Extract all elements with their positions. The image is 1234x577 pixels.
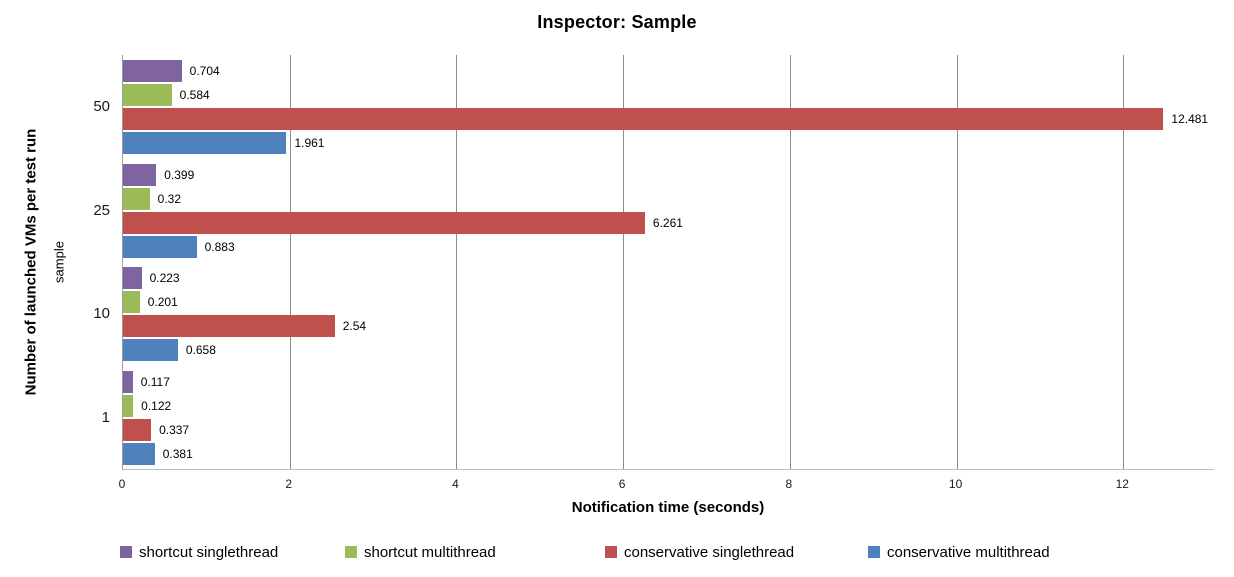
legend-label: conservative multithread [887, 543, 1050, 561]
x-tick-label: 12 [1115, 477, 1129, 491]
bar-shortcut-multithread [123, 83, 172, 106]
category-label: 1 [101, 409, 110, 427]
x-tick-label: 6 [618, 477, 626, 491]
value-label: 0.201 [147, 295, 178, 310]
value-label: 0.122 [141, 399, 172, 414]
bar-shortcut-singlethread [123, 163, 157, 186]
legend-item-conservative-singlethread: conservative singlethread [605, 541, 794, 563]
bar-shortcut-multithread [123, 395, 134, 418]
bar-conservative-singlethread [123, 419, 152, 442]
legend-swatch-icon [868, 546, 880, 558]
legend-label: conservative singlethread [624, 543, 795, 561]
bar-conservative-multithread [123, 443, 155, 466]
bar-conservative-multithread [123, 339, 178, 362]
value-label: 0.381 [162, 447, 193, 462]
x-tick-label: 4 [452, 477, 459, 491]
chart-title: Inspector: Sample [537, 12, 697, 32]
bar-shortcut-singlethread [123, 267, 142, 290]
bar-shortcut-multithread [123, 187, 150, 210]
bar-conservative-singlethread [123, 315, 335, 338]
legend-item-shortcut-multithread: shortcut multithread [345, 541, 496, 563]
legend-label: shortcut singlethread [139, 543, 279, 561]
y-axis-title: Number of launched VMs per test run [22, 128, 40, 396]
legend-swatch-icon [120, 546, 132, 558]
legend-item-shortcut-singlethread: shortcut singlethread [120, 541, 278, 563]
x-axis-title: Notification time (seconds) [571, 499, 765, 516]
legend-swatch-icon [345, 546, 357, 558]
value-label: 0.883 [204, 239, 235, 254]
plot-area: 0.704 0.584 12.481 1.961 0.399 0.32 6.261 0.883… [122, 55, 1214, 470]
value-label: 0.704 [189, 63, 220, 78]
bar-conservative-singlethread [123, 211, 645, 234]
value-label: 0.584 [179, 87, 210, 102]
gridline [956, 55, 958, 469]
x-tick-label: 0 [118, 477, 126, 491]
gridline [789, 55, 791, 469]
value-label: 12.481 [1171, 111, 1209, 126]
gridline [456, 55, 458, 469]
value-label: 0.337 [159, 423, 190, 438]
x-tick-label: 2 [285, 477, 293, 491]
x-tick-label: 8 [785, 477, 793, 491]
legend-label: shortcut multithread [364, 543, 496, 561]
bar-shortcut-singlethread [123, 371, 133, 394]
value-label: 0.223 [149, 271, 180, 286]
value-label: 2.54 [342, 319, 367, 334]
x-tick-label: 10 [948, 477, 963, 491]
legend-item-conservative-multithread: conservative multithread [868, 541, 1050, 563]
bar-shortcut-multithread [123, 291, 140, 314]
gridline [623, 55, 625, 469]
category-label: 50 [93, 97, 110, 115]
category-label: 10 [93, 305, 110, 323]
bar-conservative-multithread [123, 131, 287, 154]
y-axis-subtitle: sample [51, 241, 67, 283]
value-label: 0.32 [157, 191, 182, 206]
value-label: 1.961 [294, 135, 325, 150]
legend-swatch-icon [605, 546, 617, 558]
category-label: 25 [93, 201, 110, 219]
value-label: 0.117 [140, 375, 170, 390]
value-label: 0.399 [164, 167, 195, 182]
value-label: 6.261 [652, 215, 683, 230]
value-label: 0.658 [185, 343, 216, 358]
bar-shortcut-singlethread [123, 59, 182, 82]
bar-conservative-singlethread [123, 107, 1164, 130]
bar-conservative-multithread [123, 235, 197, 258]
gridline [289, 55, 291, 469]
gridline [1123, 55, 1125, 469]
